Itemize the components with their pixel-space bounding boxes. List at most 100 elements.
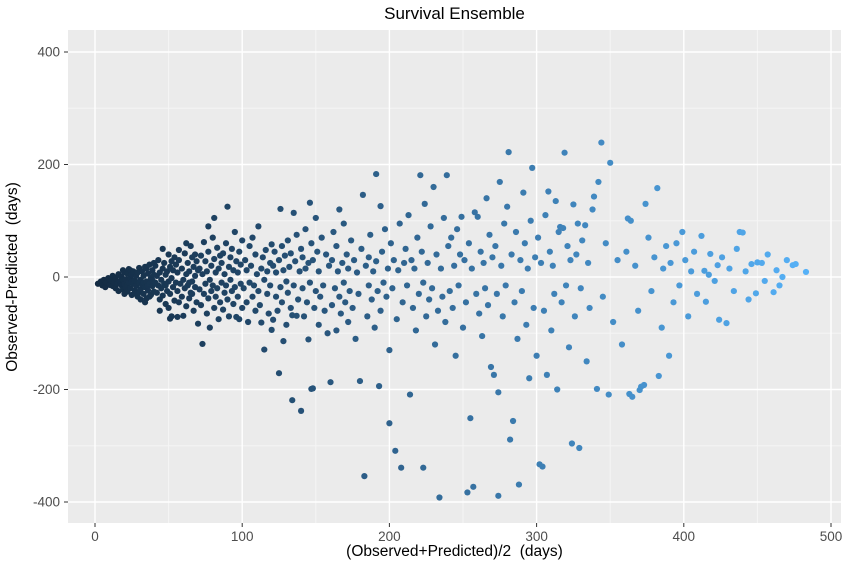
data-point	[264, 268, 271, 275]
data-point	[337, 310, 344, 317]
data-point	[209, 234, 216, 241]
data-point	[158, 285, 165, 292]
data-point	[489, 254, 496, 261]
data-point	[302, 265, 309, 272]
data-point	[574, 220, 581, 227]
data-point	[698, 232, 705, 240]
data-point	[502, 282, 509, 289]
data-point	[542, 212, 549, 219]
data-point	[685, 313, 692, 320]
data-point	[371, 324, 378, 331]
data-point	[367, 231, 374, 238]
data-point	[471, 209, 478, 216]
data-point	[200, 290, 208, 297]
data-point	[595, 178, 602, 186]
data-point	[278, 242, 286, 250]
data-point	[565, 344, 573, 351]
data-point	[558, 299, 565, 306]
data-point	[524, 265, 531, 272]
data-point	[629, 393, 636, 400]
data-point	[311, 304, 318, 312]
data-point	[387, 240, 394, 247]
data-point	[303, 299, 311, 306]
data-point	[187, 242, 194, 250]
data-point	[262, 246, 269, 254]
data-point	[573, 251, 580, 258]
data-point	[168, 275, 175, 282]
data-point	[545, 188, 552, 195]
data-point	[308, 240, 315, 247]
data-point	[434, 307, 442, 314]
data-point	[278, 299, 286, 306]
data-point	[403, 282, 411, 289]
data-point	[265, 310, 272, 317]
data-point	[283, 321, 290, 328]
data-point	[214, 285, 221, 292]
data-point	[414, 234, 421, 241]
data-point	[585, 259, 592, 267]
data-point	[673, 240, 680, 247]
data-point	[570, 201, 577, 208]
data-point	[261, 346, 268, 353]
data-point	[153, 289, 160, 296]
data-point	[231, 228, 238, 236]
data-point	[321, 307, 328, 314]
data-point	[205, 223, 212, 230]
data-point	[779, 273, 786, 281]
tick-labels: 0 100 200 300 400 500 -400 -200 0 200 400	[33, 45, 842, 545]
x-tick-label: 100	[231, 529, 254, 544]
data-point	[234, 293, 241, 300]
data-point	[495, 492, 502, 499]
data-point	[445, 242, 452, 250]
data-point	[174, 287, 181, 295]
y-tick-label: 0	[52, 270, 60, 285]
data-point	[222, 282, 230, 289]
data-point	[481, 285, 489, 292]
data-point	[456, 251, 464, 258]
data-point	[353, 269, 361, 276]
data-points	[94, 139, 810, 501]
x-tick-label: 0	[91, 529, 99, 544]
data-point	[193, 258, 200, 265]
data-point	[702, 298, 709, 305]
data-point	[290, 209, 297, 216]
data-point	[364, 313, 371, 320]
data-point	[448, 234, 455, 241]
data-point	[377, 307, 384, 314]
data-point	[533, 352, 540, 359]
data-point	[315, 321, 322, 328]
data-point	[693, 290, 701, 297]
data-point	[415, 290, 422, 297]
data-point	[172, 261, 180, 268]
data-point	[243, 267, 250, 274]
data-point	[792, 260, 799, 268]
data-point	[239, 304, 246, 312]
data-point	[555, 228, 562, 236]
data-point	[333, 327, 340, 334]
data-point	[244, 318, 252, 326]
data-point	[377, 203, 384, 210]
data-point	[290, 282, 297, 289]
data-point	[773, 267, 780, 274]
data-point	[249, 234, 256, 241]
data-point	[764, 251, 771, 258]
data-point	[373, 170, 380, 178]
data-point	[359, 191, 367, 198]
data-point	[446, 287, 453, 295]
data-point	[168, 313, 175, 320]
data-point	[350, 257, 358, 264]
data-point	[256, 302, 263, 309]
data-point	[711, 277, 718, 285]
data-point	[252, 307, 259, 314]
data-point	[181, 250, 188, 257]
data-point	[228, 245, 235, 252]
data-point	[534, 234, 542, 241]
data-point	[401, 259, 408, 267]
data-point	[237, 261, 244, 268]
data-point	[520, 189, 527, 196]
data-point	[209, 282, 216, 289]
data-point	[614, 257, 621, 264]
data-point	[255, 223, 262, 230]
y-axis-title: Observed-Predicted (days)	[4, 182, 21, 372]
data-point	[196, 286, 203, 293]
